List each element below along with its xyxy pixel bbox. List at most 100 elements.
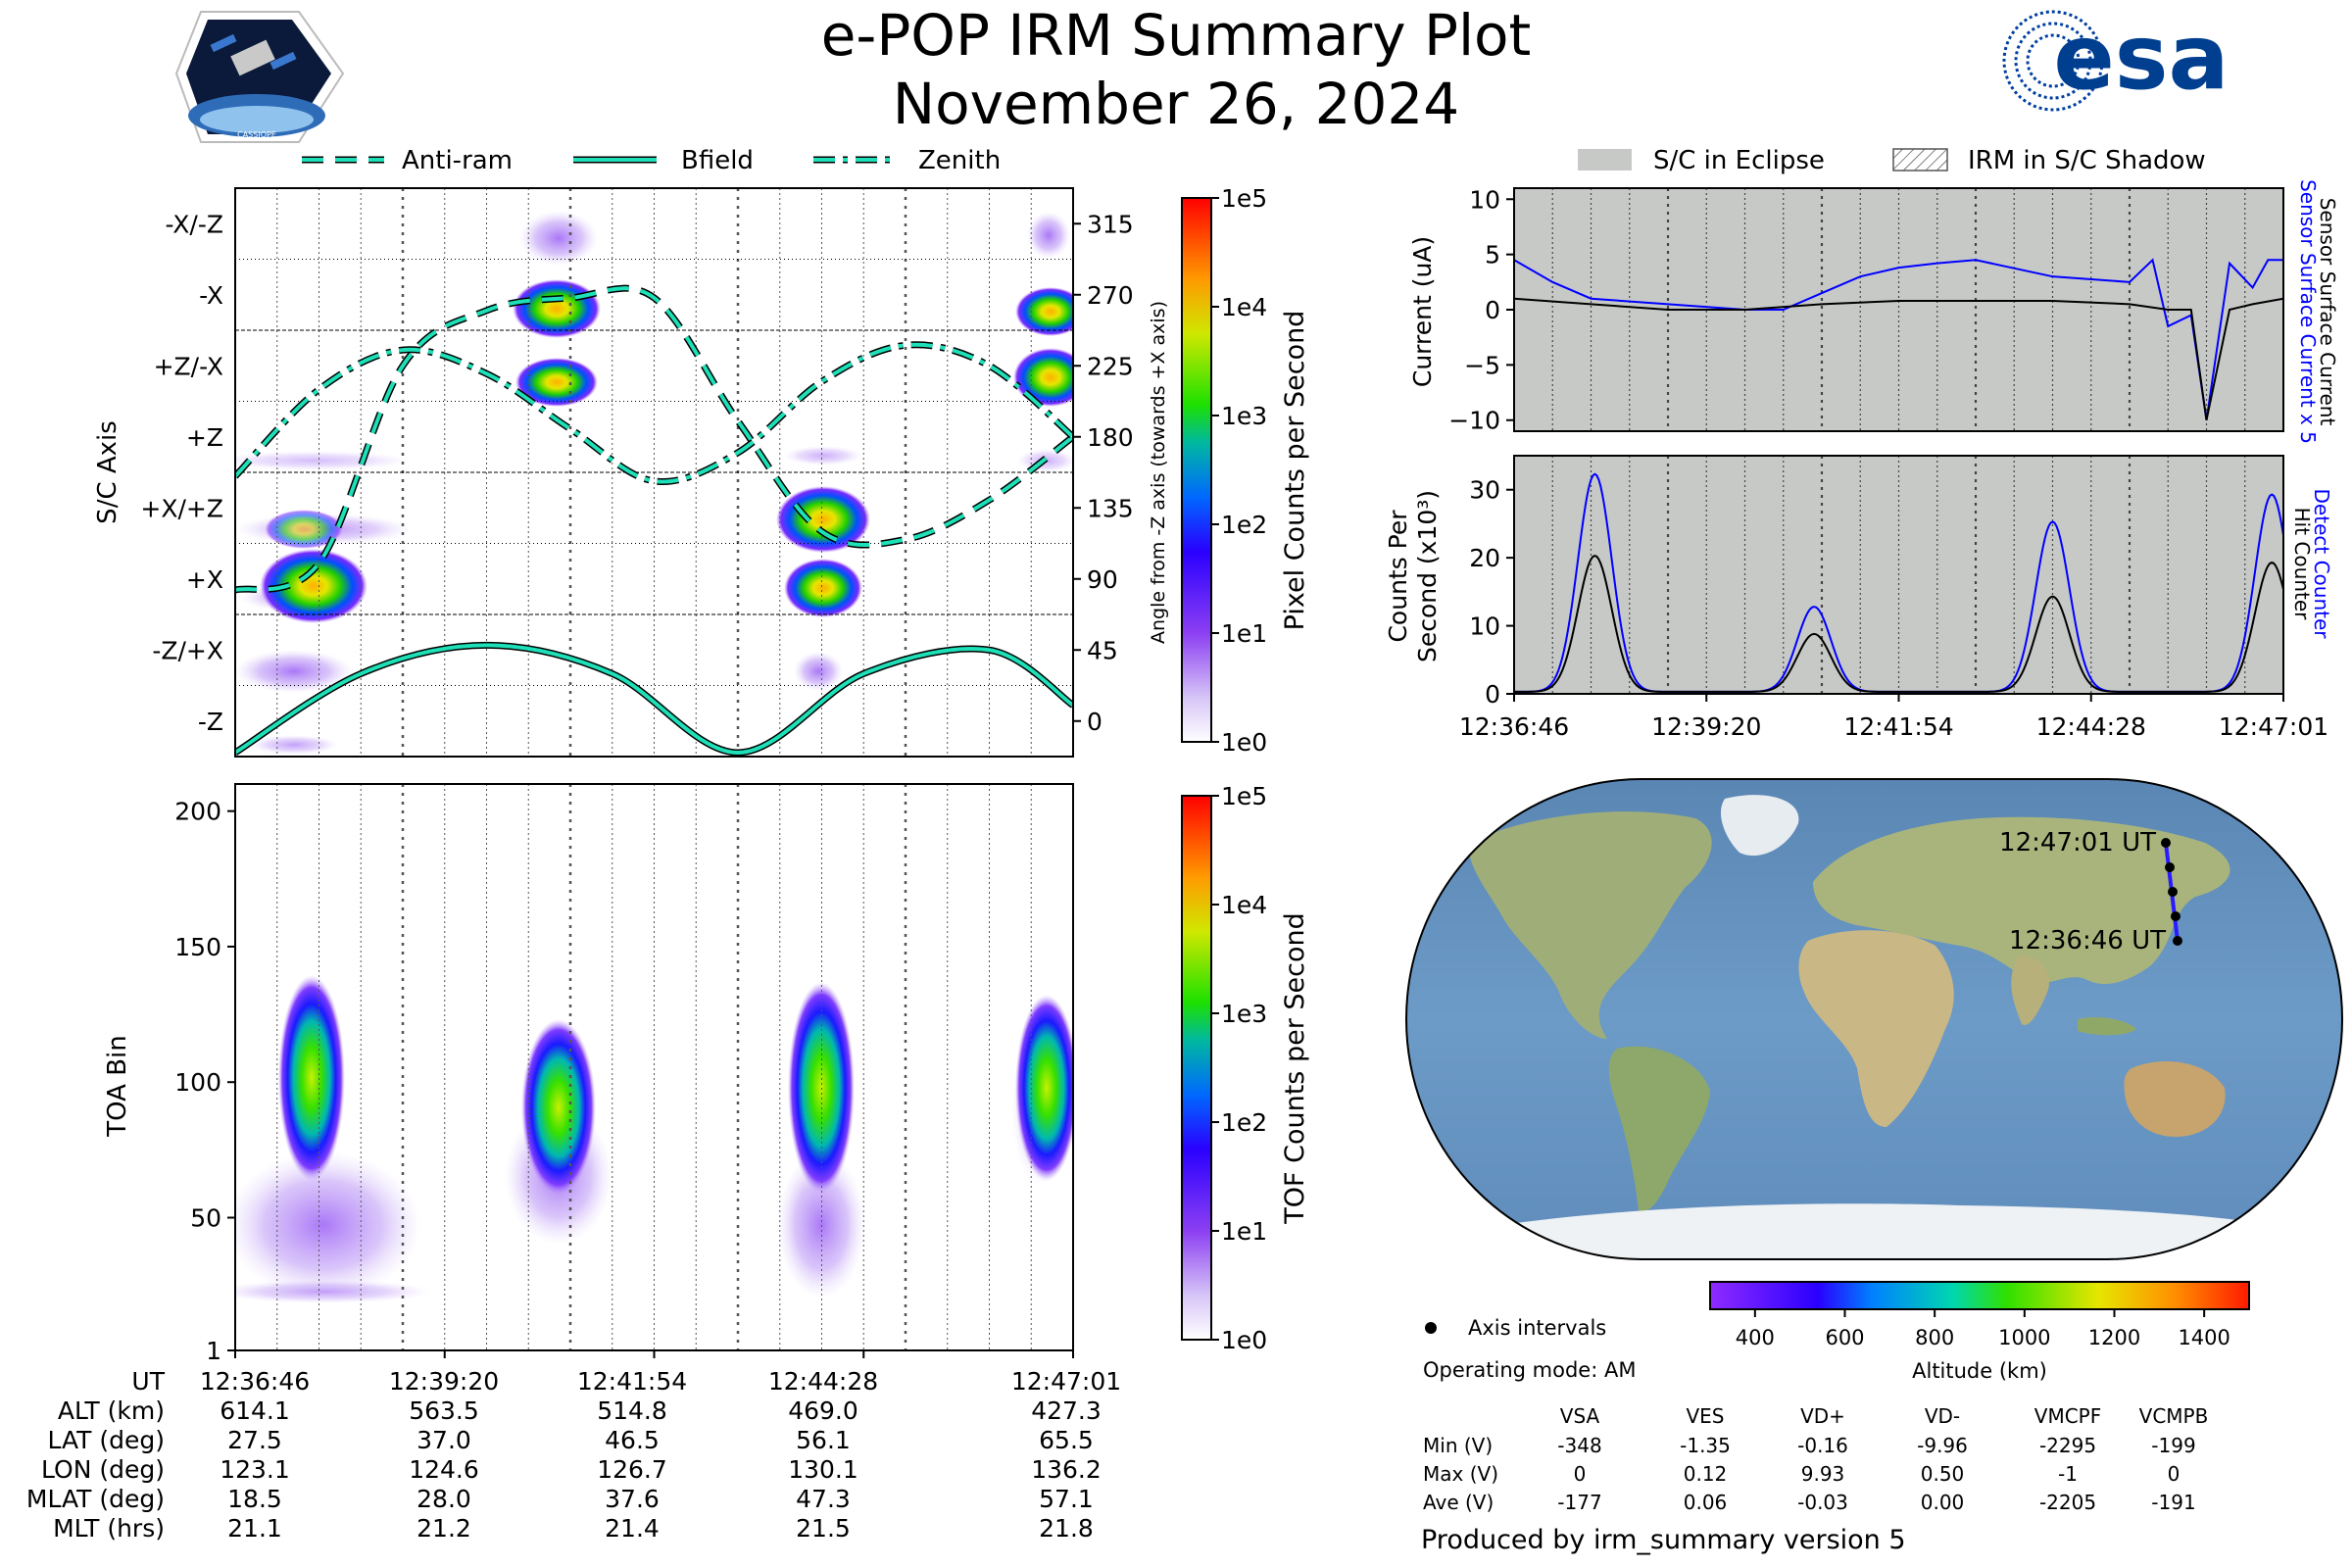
- volt-cell: -348: [1557, 1434, 1601, 1457]
- ephem-cell: 46.5: [605, 1426, 660, 1454]
- axis-label: -X/-Z: [166, 210, 223, 238]
- tick-label: 1e4: [1221, 293, 1267, 321]
- ephem-cell: 12:41:54: [577, 1367, 687, 1396]
- tick-label: 400: [1736, 1326, 1775, 1349]
- ephem-cell: 47.3: [796, 1485, 851, 1513]
- ephem-cell: 563.5: [409, 1396, 479, 1425]
- esa-logo: esa: [2002, 5, 2230, 112]
- tick-label: 1e5: [1221, 184, 1267, 213]
- angle-traces: [235, 284, 1073, 757]
- ephem-cell: 21.5: [796, 1514, 851, 1543]
- tick-label: 12:39:20: [1651, 712, 1761, 741]
- ephem-cell: 12:44:28: [768, 1367, 878, 1396]
- axis-label: -Z/+X: [152, 636, 223, 664]
- heat-blob: [260, 549, 368, 623]
- current-right-label-black: Sensor Surface Current: [2316, 198, 2339, 426]
- antarctica: [1470, 1203, 2313, 1259]
- greenland: [1720, 795, 1799, 857]
- legend-item-bfield: Bfield: [573, 146, 754, 175]
- angle-axis-labels: -X/-Z -X +Z/-X +Z +X/+Z +X -Z/+X -Z: [140, 210, 223, 736]
- tick-label: 225: [1087, 352, 1134, 380]
- toa-peak: [1015, 995, 1073, 1181]
- ephem-cell: 37.6: [605, 1485, 660, 1513]
- ephem-cell: 136.2: [1031, 1455, 1102, 1484]
- tick-label: 12:36:46: [1459, 712, 1569, 741]
- legend-item-zenith: Zenith: [813, 146, 1001, 175]
- volt-header: VD+: [1800, 1404, 1845, 1428]
- ephem-cell: 427.3: [1031, 1396, 1102, 1425]
- counts-right-label-black: Hit Counter: [2290, 508, 2314, 620]
- india: [2011, 956, 2049, 1025]
- counts-ylabel-line2: Second (x10³): [1413, 490, 1442, 662]
- operating-mode: Operating mode: AM: [1423, 1358, 1636, 1382]
- ephem-cell: 21.8: [1039, 1514, 1094, 1543]
- indonesia: [2078, 1017, 2136, 1036]
- heat-blob: [265, 510, 343, 549]
- tick-label: 0: [1087, 708, 1102, 736]
- volt-row-label: Min (V): [1423, 1434, 1493, 1457]
- ephem-cell: 18.5: [227, 1485, 282, 1513]
- track-end-label: 12:47:01 UT: [1999, 828, 2156, 858]
- tick-label: 90: [1087, 565, 1118, 594]
- angle-colorbar: 1e5 1e4 1e3 1e2 1e1 1e0 Pixel Counts per Seco…: [1181, 184, 1310, 757]
- angle-ylabel: S/C Axis: [93, 420, 122, 524]
- tick-label: 1e1: [1221, 1217, 1267, 1246]
- ephem-row-label: MLAT (deg): [26, 1485, 165, 1513]
- axis-label: +X/+Z: [140, 494, 223, 522]
- angle-gridlines: [234, 188, 1074, 757]
- voltage-table: VSA VES VD+ VD- VMCPF VCMPB Min (V) -348 -1.35 -0…: [1423, 1404, 2208, 1514]
- tick-label: 5: [1485, 241, 1500, 270]
- counts-ylabel-line1: Counts Per: [1384, 510, 1412, 643]
- toa-heatmap: [235, 975, 1073, 1303]
- tick-label: −10: [1448, 407, 1500, 435]
- axis-label: -X: [199, 281, 223, 310]
- heat-cell: [1027, 212, 1070, 259]
- altitude-label: Altitude (km): [1912, 1359, 2047, 1383]
- volt-cell: 0.06: [1684, 1491, 1728, 1514]
- track-point: [2165, 862, 2175, 872]
- altitude-ticks: 400 600 800 1000 1200 1400: [1736, 1309, 2230, 1349]
- tick-label: 12:41:54: [1843, 712, 1953, 741]
- toa-yticks: 200 150 100 50 1: [174, 798, 235, 1365]
- axis-label: +Z: [186, 423, 223, 452]
- ephemeris-table: UT 12:36:46 12:39:20 12:41:54 12:44:28 12:47:…: [26, 1367, 1121, 1543]
- ephem-row-label: LAT (deg): [47, 1426, 165, 1454]
- angle-right-label: Angle from -Z axis (towards +X axis): [1148, 301, 1169, 644]
- track-point: [2173, 936, 2182, 946]
- heat-blob: [1013, 348, 1073, 407]
- current-yticks: 10 5 0 −5 −10: [1448, 185, 1514, 435]
- toa-panel: 200 150 100 50 1 TOA Bin: [103, 783, 1074, 1365]
- volt-cell: -0.03: [1797, 1491, 1848, 1514]
- heat-blob: [784, 559, 862, 617]
- volt-cell: 0: [2168, 1462, 2180, 1486]
- current-gridlines: [1551, 188, 2246, 431]
- tick-label: −5: [1464, 351, 1500, 379]
- heat-cell: [794, 652, 843, 691]
- tick-label: 1400: [2178, 1326, 2230, 1349]
- tick-label: 270: [1087, 281, 1134, 310]
- tick-label: 20: [1469, 544, 1500, 572]
- time-xticks: 12:36:46 12:39:20 12:41:54 12:44:28 12:47:01: [1459, 694, 2328, 741]
- ephem-cell: 469.0: [788, 1396, 858, 1425]
- axis-label: +X: [186, 565, 223, 594]
- current-right-label-blue: Sensor Surface Current x 5: [2296, 179, 2320, 444]
- ephem-cell: 57.1: [1039, 1485, 1094, 1513]
- track-start-label: 12:36:46 UT: [2009, 926, 2166, 956]
- ephem-cell: 614.1: [220, 1396, 290, 1425]
- volt-cell: -9.96: [1917, 1434, 1968, 1457]
- legend-label: Bfield: [681, 146, 754, 175]
- ephem-cell: 21.4: [605, 1514, 660, 1543]
- axis-intervals-label: Axis intervals: [1468, 1316, 1606, 1340]
- ephem-cell: 21.2: [416, 1514, 471, 1543]
- volt-cell: -2205: [2039, 1491, 2096, 1514]
- tick-label: 50: [190, 1203, 221, 1232]
- north-america: [1469, 811, 1712, 1039]
- toa-colorbar-label: TOF Counts per Second: [1280, 912, 1310, 1225]
- ephem-row-label: MLT (hrs): [53, 1514, 165, 1543]
- counts-right-label-blue: Detect Counter: [2310, 489, 2333, 640]
- esa-logo-text: esa: [2053, 5, 2229, 110]
- volt-header: VES: [1686, 1404, 1724, 1428]
- heat-cell: [235, 1280, 431, 1303]
- toa-ylabel: TOA Bin: [103, 1035, 132, 1137]
- tick-label: 12:47:01: [2219, 712, 2328, 741]
